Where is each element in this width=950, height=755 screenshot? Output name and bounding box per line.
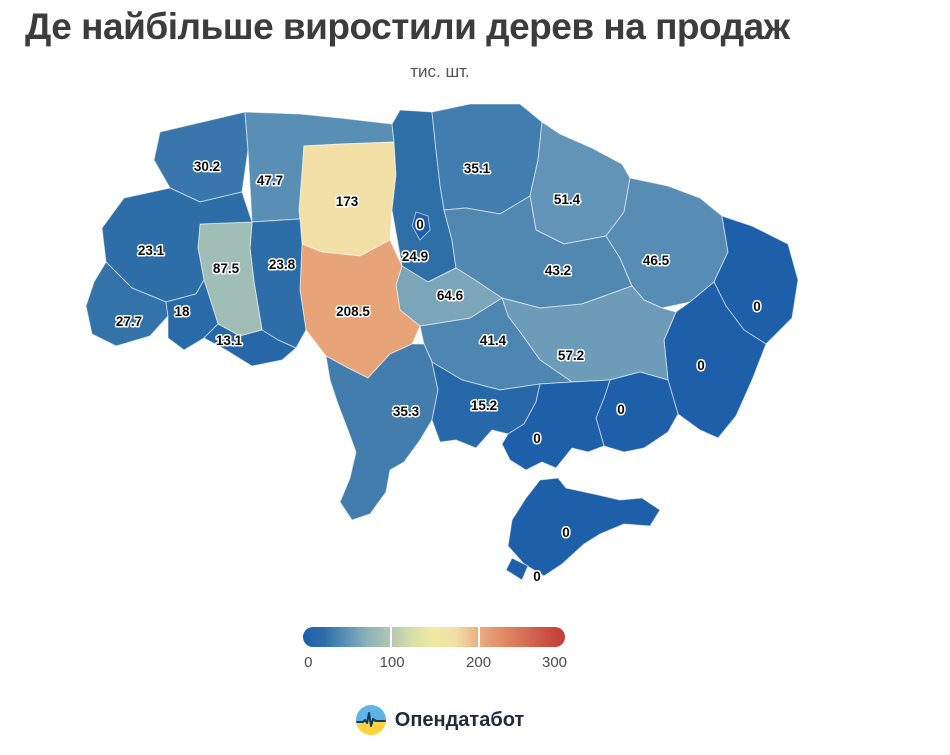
region-chernivtsi[interactable] [203, 323, 297, 367]
region-zhytomyr[interactable] [298, 141, 397, 257]
region-kherson[interactable] [501, 379, 611, 471]
logo-yellow-half [355, 722, 386, 735]
region-zakarpattia[interactable] [85, 261, 169, 347]
brand-name: Опендатабот [394, 708, 525, 731]
color-legend: 0 100 200 300 [303, 627, 568, 672]
legend-separator-200 [477, 627, 480, 647]
logo-pulse-line [355, 712, 386, 727]
region-odesa[interactable] [325, 343, 439, 521]
legend-tick-0: 0 [304, 654, 313, 671]
legend-gradient-bar [303, 627, 565, 647]
region-kharkiv[interactable] [605, 177, 729, 309]
region-mykolaiv[interactable] [431, 361, 541, 449]
legend-tick-200: 200 [466, 654, 492, 671]
region-vinnytsia[interactable] [299, 239, 421, 379]
legend-tick-300: 300 [542, 654, 568, 671]
legend-tick-labels: 0 100 200 300 [303, 654, 568, 672]
logo-blue-half [355, 705, 386, 722]
region-sevastopol[interactable] [505, 557, 529, 581]
region-crimea[interactable] [507, 477, 661, 577]
legend-tick-100: 100 [379, 654, 405, 671]
brand-footer[interactable]: Опендатабот [0, 705, 880, 735]
opendatabot-logo [355, 705, 386, 735]
legend-separator-100 [390, 627, 393, 647]
page-title: Де найбільше виростили дерев на продаж [25, 6, 790, 47]
region-chernihiv[interactable] [431, 103, 543, 215]
chart-subtitle: тис. шт. [410, 62, 470, 81]
region-kyiv-city[interactable] [411, 211, 431, 241]
